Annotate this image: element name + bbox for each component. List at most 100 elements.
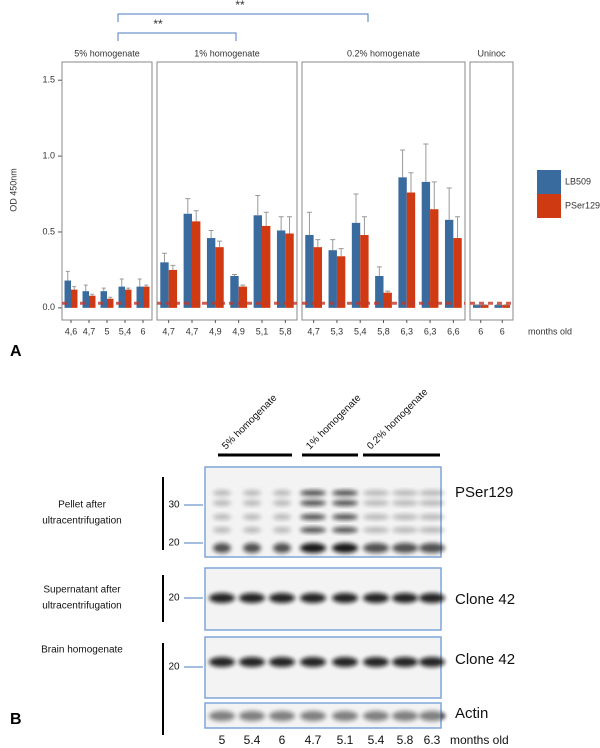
bar	[453, 238, 462, 308]
x-axis-label: months old	[528, 326, 572, 336]
error-bar	[361, 216, 367, 236]
error-bar	[193, 210, 199, 222]
x-tick-label: 4,7	[83, 326, 96, 336]
error-bar	[455, 216, 461, 239]
bar	[253, 215, 262, 308]
protein-band	[209, 711, 235, 721]
x-tick-label: 5,8	[279, 326, 292, 336]
protein-band	[213, 527, 231, 533]
protein-band	[239, 657, 265, 667]
protein-band	[419, 527, 445, 533]
bar	[262, 225, 271, 308]
y-tick-label: 0.5	[42, 226, 55, 236]
y-tick-label: 1.5	[42, 75, 55, 85]
facet-title: Uninoc	[477, 48, 506, 58]
error-bar	[255, 195, 261, 216]
x-tick-label: 5,1	[256, 326, 269, 336]
blot-header: 0.2% homogenate	[365, 387, 430, 452]
protein-band	[392, 657, 418, 667]
row-label: Pellet after	[58, 500, 106, 511]
bar	[215, 247, 224, 308]
protein-band	[332, 711, 358, 721]
bar	[206, 238, 216, 308]
protein-band	[300, 593, 326, 603]
lane-label: 5.1	[337, 733, 354, 747]
bar	[336, 256, 346, 308]
bar	[71, 289, 78, 308]
bar	[328, 250, 337, 308]
antibody-label: PSer129	[455, 484, 513, 501]
bar	[125, 289, 132, 308]
protein-band	[332, 514, 358, 520]
error-bar	[126, 287, 131, 290]
protein-band	[300, 514, 326, 520]
error-bar	[353, 193, 359, 223]
y-tick-label: 1.0	[42, 150, 55, 160]
bar	[230, 275, 239, 308]
error-bar	[287, 216, 293, 234]
error-bar	[423, 143, 429, 182]
x-tick-label: 5	[104, 326, 109, 336]
bar	[285, 233, 294, 308]
protein-band	[300, 543, 326, 553]
blot-image	[204, 636, 442, 699]
protein-band	[213, 500, 231, 506]
bar	[238, 286, 248, 308]
row-label: Supernatant after	[43, 585, 121, 596]
x-tick-label: 5,4	[354, 326, 367, 336]
lane-label: 5.8	[397, 733, 414, 747]
error-bar	[306, 211, 312, 236]
x-tick-label: 4,9	[209, 326, 222, 336]
protein-band	[392, 711, 418, 721]
x-tick-label: 6,3	[424, 326, 437, 336]
error-bar	[170, 264, 176, 270]
bar	[160, 262, 169, 308]
protein-band	[363, 500, 389, 506]
legend-label: PSer129	[565, 200, 600, 210]
protein-band	[213, 543, 231, 553]
protein-band	[419, 711, 445, 721]
error-bar	[90, 293, 95, 296]
protein-band	[209, 593, 235, 603]
x-tick-label: 6	[478, 326, 483, 336]
x-tick-label: 6	[500, 326, 505, 336]
bar	[118, 286, 125, 308]
bar	[64, 280, 71, 308]
bar	[502, 304, 510, 308]
protein-band	[363, 490, 389, 496]
protein-band	[392, 490, 418, 496]
error-bar	[101, 287, 106, 292]
error-bar	[144, 284, 149, 287]
bar	[494, 304, 503, 308]
significance-bracket	[117, 13, 369, 41]
protein-band	[392, 514, 418, 520]
protein-band	[363, 657, 389, 667]
bar	[143, 286, 150, 308]
blot-image	[204, 466, 442, 558]
x-tick-label: 6	[140, 326, 145, 336]
protein-band	[392, 593, 418, 603]
x-tick-label: 4,6	[65, 326, 78, 336]
mw-marker: 20	[168, 593, 180, 604]
bar	[383, 292, 392, 308]
bar	[430, 209, 439, 308]
error-bar	[217, 240, 223, 248]
mw-marker: 20	[168, 662, 180, 673]
y-axis-label: OD 450nm	[8, 168, 18, 212]
protein-band	[243, 527, 261, 533]
protein-band	[300, 711, 326, 721]
bar	[473, 304, 481, 308]
antibody-label: Clone 42	[455, 651, 515, 668]
bar	[89, 295, 96, 308]
bar	[480, 304, 489, 308]
protein-band	[332, 490, 358, 496]
protein-band	[419, 500, 445, 506]
error-bar	[240, 284, 246, 287]
protein-band	[243, 514, 261, 520]
bar	[406, 192, 416, 308]
row-label: ultracentrifugation	[42, 516, 122, 527]
error-bar	[446, 187, 452, 220]
x-tick-label: 4,9	[232, 326, 245, 336]
legend-swatch	[537, 194, 561, 218]
x-tick-label: 6,6	[447, 326, 460, 336]
